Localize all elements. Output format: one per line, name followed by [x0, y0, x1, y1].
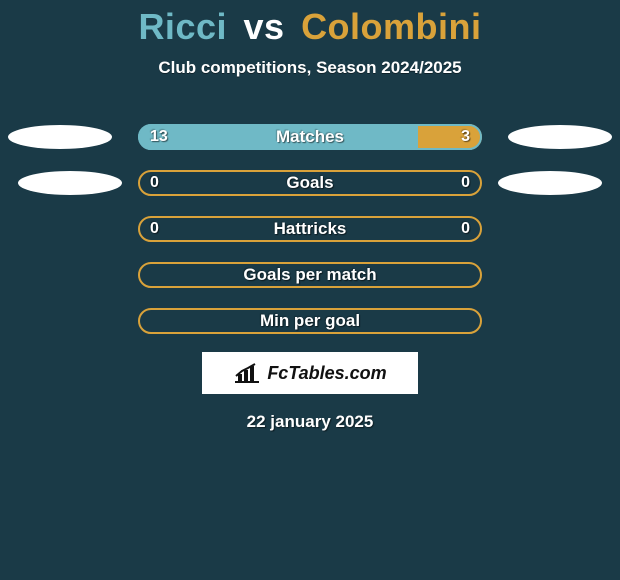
page-title: Ricci vs Colombini — [0, 6, 620, 48]
stat-label: Min per goal — [138, 308, 482, 334]
stat-row: 0 Goals 0 — [0, 168, 620, 198]
stat-rows: 13 Matches 3 0 Goals 0 0 Hattricks 0 — [0, 122, 620, 336]
subtitle: Club competitions, Season 2024/2025 — [0, 58, 620, 78]
brand-badge: FcTables.com — [202, 352, 418, 394]
chart-icon — [233, 362, 261, 384]
stat-row: Goals per match — [0, 260, 620, 290]
comparison-infographic: Ricci vs Colombini Club competitions, Se… — [0, 0, 620, 580]
stat-value-right: 0 — [461, 170, 470, 196]
title-player1: Ricci — [138, 6, 227, 47]
stat-label: Goals — [138, 170, 482, 196]
stat-label: Matches — [138, 124, 482, 150]
brand-label: FcTables.com — [267, 363, 386, 384]
stat-row: 13 Matches 3 — [0, 122, 620, 152]
stat-row: Min per goal — [0, 306, 620, 336]
stat-label: Hattricks — [138, 216, 482, 242]
stat-row: 0 Hattricks 0 — [0, 214, 620, 244]
stat-value-right: 3 — [461, 124, 470, 150]
title-player2: Colombini — [301, 6, 481, 47]
stat-label: Goals per match — [138, 262, 482, 288]
title-vs: vs — [244, 6, 285, 47]
stat-value-right: 0 — [461, 216, 470, 242]
date-label: 22 january 2025 — [0, 412, 620, 432]
